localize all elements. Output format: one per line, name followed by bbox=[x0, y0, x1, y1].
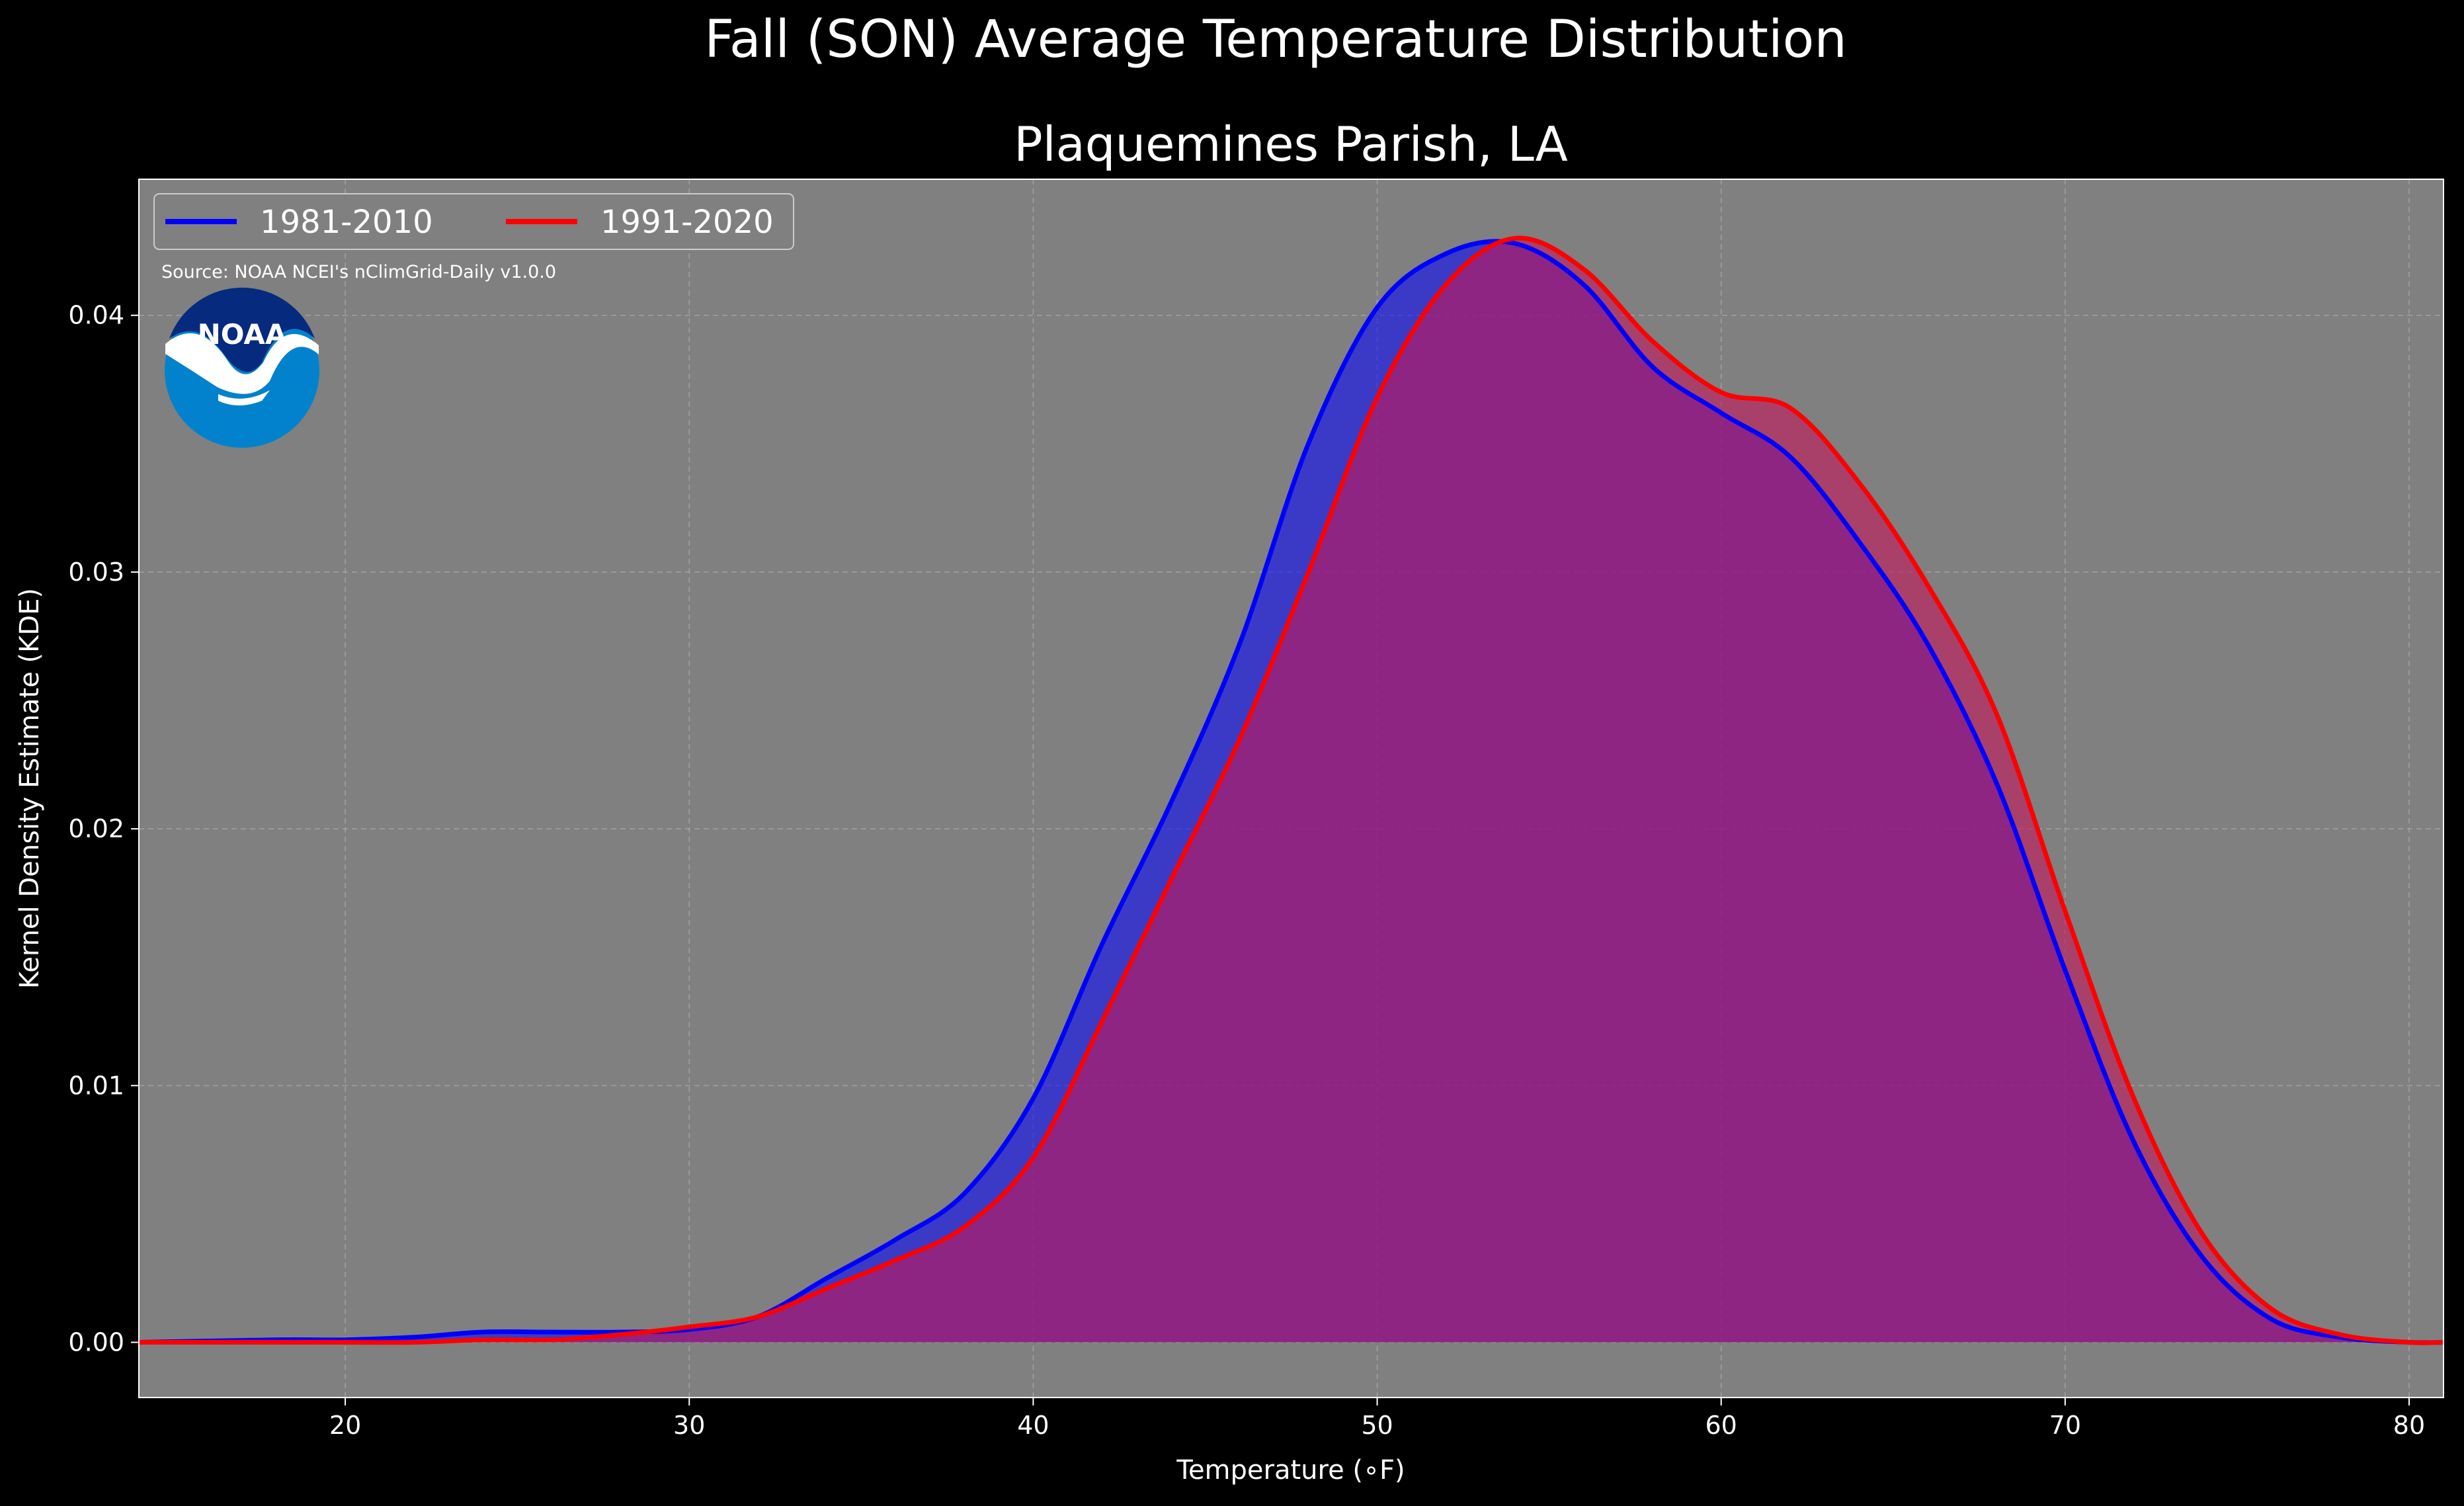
x-axis: 20 30 40 50 60 70 80 bbox=[329, 1398, 2425, 1440]
y-axis: 0.00 0.01 0.02 0.03 0.04 bbox=[68, 301, 139, 1357]
noaa-logo-navy-top bbox=[169, 287, 315, 372]
chart-subtitle: Plaquemines Parish, LA bbox=[1014, 116, 1568, 172]
legend-box bbox=[153, 193, 794, 250]
series-area-1991-2020 bbox=[139, 237, 2443, 1343]
series-line-1981-2010 bbox=[138, 239, 2444, 1345]
y-tick-label: 0.03 bbox=[68, 558, 124, 587]
y-tick-label: 0.04 bbox=[68, 301, 124, 330]
legend-label-1981-2010: 1981-2010 bbox=[260, 204, 433, 241]
noaa-logo-gull-icon bbox=[165, 333, 319, 394]
y-tick-label: 0.02 bbox=[68, 814, 124, 843]
noaa-logo: NOAA bbox=[165, 287, 319, 448]
x-tick-label: 20 bbox=[329, 1411, 361, 1440]
legend-label-1991-2020: 1991-2020 bbox=[600, 204, 774, 241]
legend: 1981-2010 1991-2020 bbox=[153, 193, 794, 250]
x-tick-label: 50 bbox=[1361, 1411, 1393, 1440]
x-tick-label: 70 bbox=[2049, 1411, 2081, 1440]
noaa-logo-text: NOAA bbox=[198, 318, 287, 351]
x-tick-label: 80 bbox=[2393, 1411, 2425, 1440]
series-line-1991-2020 bbox=[139, 235, 2444, 1345]
source-annotation: Source: NOAA NCEI's nClimGrid-Daily v1.0… bbox=[161, 262, 556, 282]
y-tick-label: 0.00 bbox=[68, 1328, 124, 1357]
y-axis-label: Kernel Density Estimate (KDE) bbox=[15, 588, 45, 989]
noaa-logo-gull-tail bbox=[218, 390, 270, 405]
y-tick-label: 0.01 bbox=[68, 1071, 124, 1100]
series-layer bbox=[138, 235, 2444, 1345]
chart-title: Fall (SON) Average Temperature Distribut… bbox=[704, 10, 1847, 69]
x-tick-label: 40 bbox=[1017, 1411, 1049, 1440]
plot-frame bbox=[138, 179, 2444, 1398]
x-axis-label: Temperature (∘F) bbox=[1176, 1455, 1405, 1485]
x-tick-label: 30 bbox=[673, 1411, 705, 1440]
x-tick-label: 60 bbox=[1705, 1411, 1737, 1440]
